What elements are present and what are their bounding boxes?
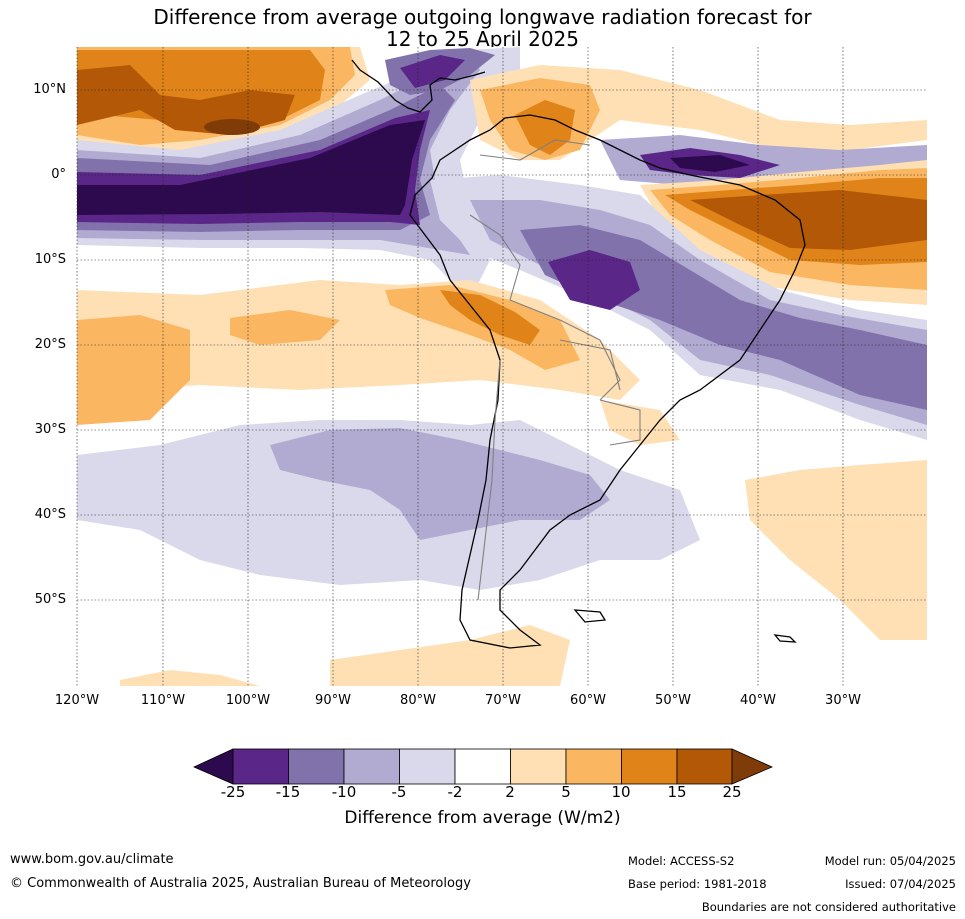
colorbar-tick-neg5: -5 xyxy=(391,783,407,801)
anomaly-pos-nepacific-peak xyxy=(204,119,260,135)
footer-disclaimer: Boundaries are not considered authoritat… xyxy=(701,900,956,914)
colorbar-tick-neg10: -10 xyxy=(331,783,357,801)
lat-label-10s: 10°S xyxy=(34,252,66,267)
lon-label-60w: 60°W xyxy=(570,693,606,708)
border-peru-brazil xyxy=(469,214,521,301)
anomaly-neg-atlantic-itcz-peak xyxy=(670,155,750,172)
anomaly-neg-eqpacific-core xyxy=(77,120,425,215)
anomaly-pos-andes-strong xyxy=(440,290,540,345)
lat-label-20s: 20°S xyxy=(34,337,66,352)
anomaly-pos-subtrop-mid2 xyxy=(230,310,340,345)
footer-model-run: Model run: 05/04/2025 xyxy=(824,854,956,868)
lon-label-90w: 90°W xyxy=(315,693,351,708)
lon-label-40w: 40°W xyxy=(740,693,776,708)
coastline-south-georgia xyxy=(773,634,797,643)
anomaly-pos-sw-pacific xyxy=(120,670,260,686)
footer-base-period: Base period: 1981-2018 xyxy=(628,877,767,891)
anomaly-pos-andes-mid xyxy=(385,285,580,370)
anomaly-pos-patagonia xyxy=(330,625,570,686)
coastline-south-america xyxy=(409,114,806,649)
anomaly-pos-nebrazil-core xyxy=(690,190,927,250)
colorbar-tick-neg2: -2 xyxy=(447,783,463,801)
border-uruguay xyxy=(599,399,641,446)
border-chile-argentina xyxy=(477,359,501,601)
graticule xyxy=(76,47,927,686)
coastline-falklands xyxy=(573,609,607,623)
anomaly-pos-subtrop-mid xyxy=(77,315,190,425)
footer-copyright: © Commonwealth of Australia 2025, Austra… xyxy=(10,876,471,891)
map-title-line1: Difference from average outgoing longwav… xyxy=(153,5,812,29)
lat-label-30s: 30°S xyxy=(34,422,66,437)
lon-label-110w: 110°W xyxy=(140,693,186,708)
border-colombia-venezuela xyxy=(479,139,591,161)
lat-label-10n: 10°N xyxy=(33,82,66,97)
colorbar-tick-pos15: 15 xyxy=(667,783,687,801)
lon-label-120w: 120°W xyxy=(54,693,100,708)
colorbar-tick-pos2: 2 xyxy=(505,783,515,801)
lon-label-100w: 100°W xyxy=(225,693,271,708)
footer-issued: Issued: 07/04/2025 xyxy=(845,877,956,891)
anomaly-field xyxy=(77,47,927,686)
border-bolivia xyxy=(509,299,621,401)
lon-label-80w: 80°W xyxy=(400,693,436,708)
lon-label-50w: 50°W xyxy=(655,693,691,708)
anomaly-pos-satlantic xyxy=(745,460,927,640)
anomaly-neg-caribbean-core xyxy=(400,55,465,88)
colorbar-tick-pos25: 25 xyxy=(722,783,742,801)
anomaly-pos-nepacific-core xyxy=(77,65,295,135)
colorbar-tick-neg25: -25 xyxy=(220,783,246,801)
anomaly-neg-amazon-core xyxy=(548,250,640,310)
coastline-central-america xyxy=(351,59,486,113)
lat-label-eq: 0° xyxy=(51,167,66,182)
anomaly-neg-south-5 xyxy=(270,428,610,540)
lon-label-30w: 30°W xyxy=(825,693,861,708)
colorbar-tick-pos5: 5 xyxy=(561,783,571,801)
footer-website-link[interactable]: www.bom.gov.au/climate xyxy=(10,852,174,867)
colorbar-tick-neg15: -15 xyxy=(275,783,301,801)
colorbar-title: Difference from average (W/m2) xyxy=(344,808,621,828)
map-title-line2: 12 to 25 April 2025 xyxy=(385,27,580,51)
lat-label-40s: 40°S xyxy=(34,507,66,522)
footer-model: Model: ACCESS-S2 xyxy=(628,854,735,868)
lat-label-50s: 50°S xyxy=(34,592,66,607)
lon-label-70w: 70°W xyxy=(485,693,521,708)
colorbar-tick-pos10: 10 xyxy=(611,783,631,801)
border-paraguay xyxy=(559,339,621,391)
